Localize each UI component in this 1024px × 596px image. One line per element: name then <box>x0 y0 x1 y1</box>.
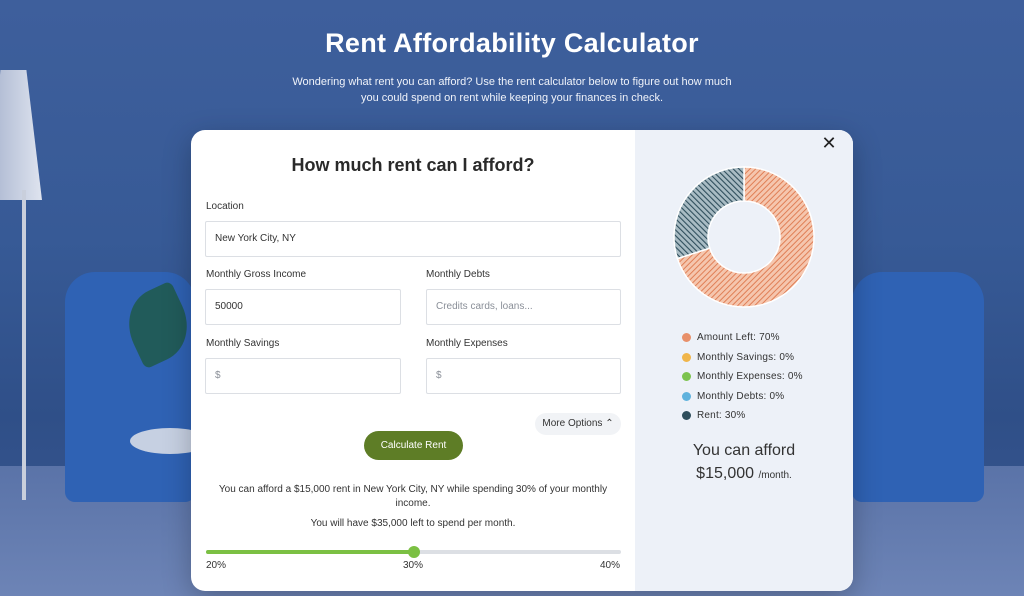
legend-item: Monthly Debts: 0% <box>682 387 803 407</box>
debts-label: Monthly Debts <box>426 269 490 280</box>
rent-percent-slider[interactable] <box>206 546 621 558</box>
results-panel <box>635 130 853 591</box>
hero: Rent Affordability Calculator Wondering … <box>0 28 1024 106</box>
page-subtitle: Wondering what rent you can afford? Use … <box>292 76 732 104</box>
income-label: Monthly Gross Income <box>206 269 307 280</box>
chart-legend: Amount Left: 70% Monthly Savings: 0% Month… <box>682 328 803 426</box>
donut-slice-0 <box>676 166 815 308</box>
legend-swatch <box>682 333 691 343</box>
afford-amount-value: $15,000 <box>696 465 755 482</box>
background-lamp-pole <box>22 190 26 500</box>
form-title: How much rent can I afford? <box>291 155 535 175</box>
legend-label: Monthly Expenses: 0% <box>697 371 803 383</box>
result-remaining: You will have $35,000 left to spend per … <box>310 518 516 529</box>
legend-label: Amount Left: 70% <box>697 332 780 344</box>
location-input[interactable]: New York City, NY <box>205 221 621 257</box>
legend-label: Monthly Debts: 0% <box>697 390 785 402</box>
legend-swatch <box>682 391 691 401</box>
slider-mid-label: 30% <box>403 560 424 571</box>
page-title: Rent Affordability Calculator <box>325 28 699 58</box>
legend-item: Monthly Savings: 0% <box>682 348 803 368</box>
slider-max-label: 40% <box>600 560 621 571</box>
debts-input[interactable]: Credits cards, loans... <box>426 289 621 325</box>
calculate-rent-button[interactable]: Calculate Rent <box>364 431 463 460</box>
more-options-label: More Options <box>542 418 603 429</box>
legend-item: Amount Left: 70% <box>682 328 803 348</box>
savings-label: Monthly Savings <box>206 338 280 349</box>
afford-title: You can afford <box>692 442 796 459</box>
more-options-button[interactable]: More Options ⌃ <box>535 413 621 435</box>
chevron-up-icon: ⌃ <box>605 418 614 429</box>
legend-swatch <box>682 352 691 362</box>
income-input[interactable]: 50000 <box>205 289 401 325</box>
location-label: Location <box>206 201 244 212</box>
expenses-label: Monthly Expenses <box>426 338 508 349</box>
legend-swatch <box>682 411 691 421</box>
savings-input[interactable]: $ <box>205 358 401 394</box>
slider-min-label: 20% <box>206 560 227 571</box>
legend-swatch <box>682 372 691 382</box>
expenses-input[interactable]: $ <box>426 358 621 394</box>
affordability-donut-chart <box>673 166 815 308</box>
close-icon[interactable]: ✕ <box>821 133 837 153</box>
donut-slice-4 <box>673 166 745 260</box>
result-summary: You can afford a $15,000 rent in New Yor… <box>218 484 608 509</box>
slider-fill <box>206 550 414 554</box>
legend-label: Rent: 30% <box>697 410 746 422</box>
legend-item: Rent: 30% <box>682 406 803 426</box>
afford-amount-period: /month. <box>758 470 792 481</box>
calculator-card: ✕ How much rent can I afford? Location N… <box>191 130 853 591</box>
slider-handle[interactable] <box>407 546 420 558</box>
afford-amount: $15,000 /month. <box>635 465 853 483</box>
background-chair-right <box>852 272 984 502</box>
legend-label: Monthly Savings: 0% <box>697 351 795 363</box>
legend-item: Monthly Expenses: 0% <box>682 367 803 387</box>
